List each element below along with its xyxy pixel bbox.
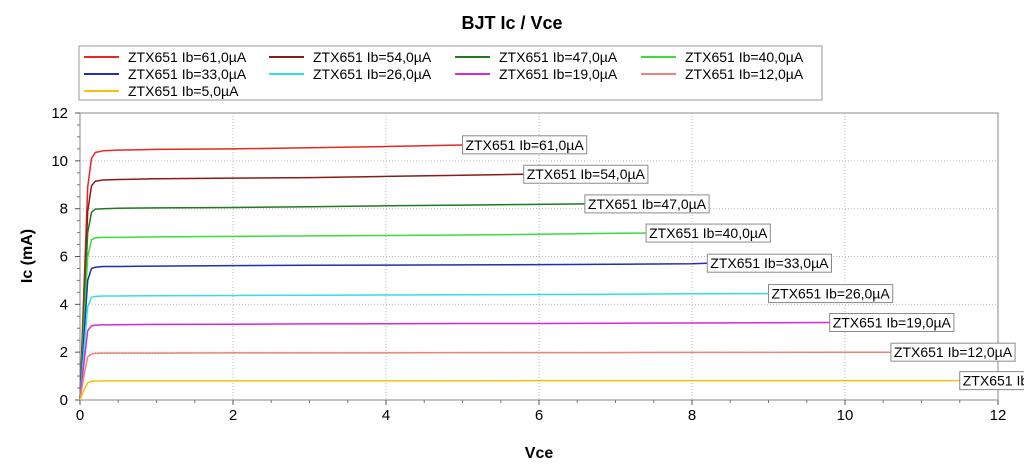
x-axis-label: Vce [525,445,554,462]
series-line [80,263,707,400]
annotations-group: ZTX651 Ib=61,0µA ZTX651 Ib=54,0µA ZTX651 I… [463,136,1024,390]
legend-label: ZTX651 Ib=12,0µA [685,66,804,82]
series-line [80,352,891,400]
curve-annotation: ZTX651 Ib=19,0µA [830,314,954,332]
legend-label: ZTX651 Ib=19,0µA [499,66,618,82]
y-tick-label: 4 [60,296,68,313]
y-tick-label: 0 [60,392,68,409]
series-line [80,294,769,400]
x-tick-label: 8 [688,407,696,424]
legend-label: ZTX651 Ib=26,0µA [313,66,432,82]
curve-annotation: ZTX651 Ib=26,0µA [769,285,893,303]
series-line [80,323,830,401]
series-line [80,381,960,400]
legend-label: ZTX651 Ib=47,0µA [499,49,618,65]
annotation-label: ZTX651 Ib=61,0µA [466,137,585,153]
annotation-label: ZTX651 Ib=12,0µA [894,344,1013,360]
curve-annotation: ZTX651 Ib=61,0µA [463,136,587,154]
x-tick-label: 12 [990,407,1007,424]
grid [80,113,998,400]
x-tick-label: 2 [229,407,237,424]
legend-label: ZTX651 Ib=61,0µA [128,49,247,65]
y-tick-label: 10 [51,153,68,170]
series-line [80,233,646,400]
legend-label: ZTX651 Ib=33,0µA [128,66,247,82]
chart: BJT Ic / Vce ZTX651 Ib=61,0µA ZTX651 Ib=5… [0,0,1024,476]
legend: ZTX651 Ib=61,0µA ZTX651 Ib=54,0µA ZTX651 I… [79,46,822,100]
annotation-label: ZTX651 Ib=5,0µA [963,373,1024,389]
y-tick-label: 6 [60,249,68,266]
legend-label: ZTX651 Ib=40,0µA [685,49,804,65]
series-line [80,145,463,400]
x-tick-label: 6 [535,407,543,424]
annotation-label: ZTX651 Ib=54,0µA [527,166,646,182]
x-tick-label: 4 [382,407,390,424]
x-tick-label: 0 [76,407,84,424]
series-line [80,204,585,400]
y-tick-label: 12 [51,105,68,122]
y-axis-label: Ic (mA) [19,229,36,283]
annotation-label: ZTX651 Ib=47,0µA [588,196,707,212]
curve-annotation: ZTX651 Ib=40,0µA [646,224,770,242]
curve-annotation: ZTX651 Ib=54,0µA [524,165,648,183]
curve-annotation: ZTX651 Ib=5,0µA [960,372,1024,390]
y-tick-label: 8 [60,201,68,218]
legend-label: ZTX651 Ib=5,0µA [128,83,239,99]
legend-label: ZTX651 Ib=54,0µA [313,49,432,65]
curve-annotation: ZTX651 Ib=47,0µA [585,195,709,213]
chart-title: BJT Ic / Vce [461,13,562,33]
curve-annotation: ZTX651 Ib=33,0µA [707,254,831,272]
y-tick-label: 2 [60,344,68,361]
annotation-label: ZTX651 Ib=40,0µA [649,225,768,241]
annotation-label: ZTX651 Ib=33,0µA [710,255,829,271]
curve-annotation: ZTX651 Ib=12,0µA [891,343,1015,361]
annotation-label: ZTX651 Ib=26,0µA [772,286,891,302]
annotation-label: ZTX651 Ib=19,0µA [833,315,952,331]
x-tick-label: 10 [837,407,854,424]
